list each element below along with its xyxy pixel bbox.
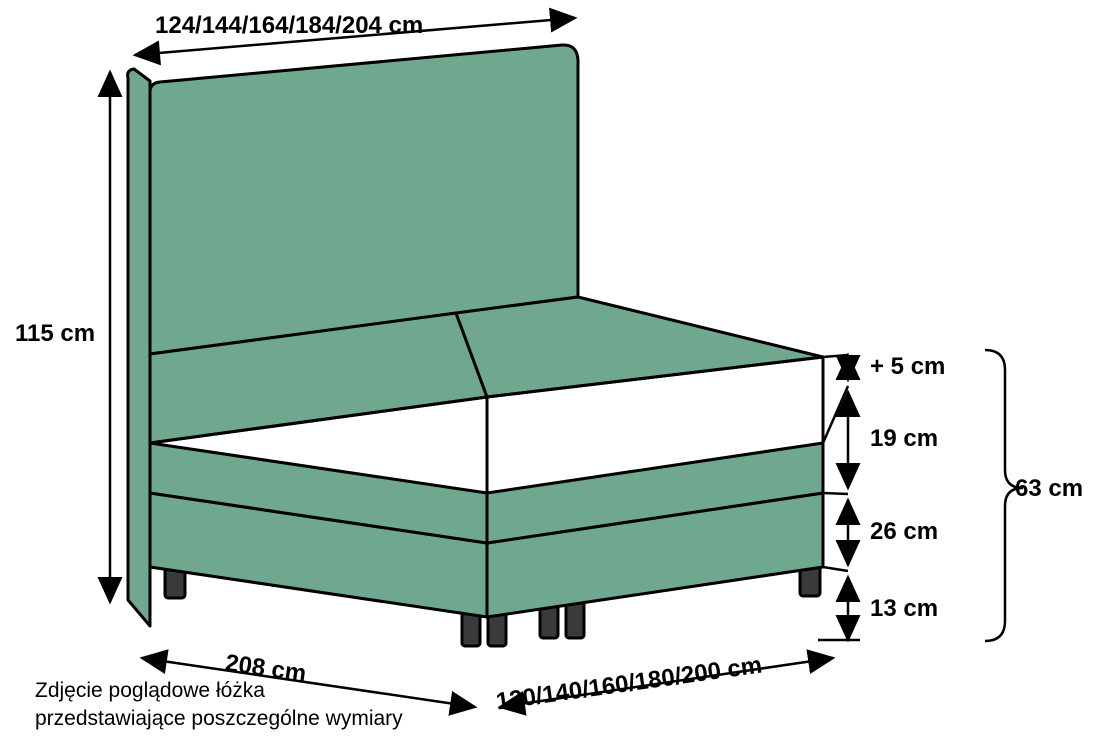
caption-line1: Zdjęcie poglądowe łóżka	[35, 677, 403, 704]
dim-leg: 13 cm	[870, 595, 938, 623]
caption: Zdjęcie poglądowe łóżka przedstawiające …	[35, 677, 403, 732]
dim-mattress: 19 cm	[870, 425, 938, 453]
caption-line2: przedstawiające poszczególne wymiary	[35, 705, 403, 732]
dim-left-height: 115 cm	[15, 320, 95, 348]
dim-total-right: 63 cm	[1015, 475, 1083, 503]
dim-base: 26 cm	[870, 518, 938, 546]
dim-topper: + 5 cm	[870, 353, 945, 381]
dim-top-width: 124/144/164/184/204 cm	[155, 12, 423, 40]
